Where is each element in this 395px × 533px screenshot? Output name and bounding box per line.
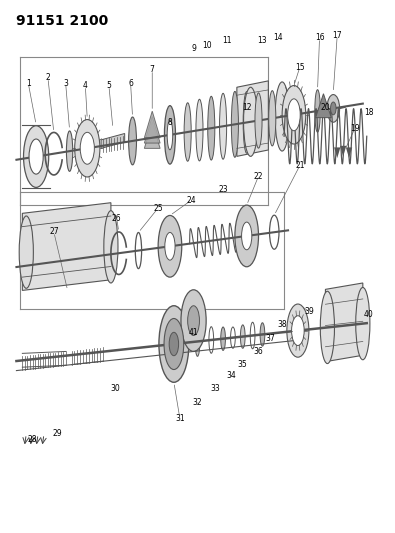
Text: 30: 30: [110, 384, 120, 393]
Polygon shape: [334, 148, 340, 158]
Ellipse shape: [181, 290, 206, 351]
Text: 91151 2100: 91151 2100: [17, 14, 109, 28]
Text: 29: 29: [53, 430, 62, 439]
Text: 9: 9: [191, 44, 196, 53]
Text: 32: 32: [193, 398, 202, 407]
Ellipse shape: [129, 117, 137, 165]
Ellipse shape: [269, 91, 276, 146]
Text: 26: 26: [112, 214, 122, 223]
Text: 4: 4: [83, 81, 88, 90]
Ellipse shape: [220, 93, 227, 159]
Text: 31: 31: [175, 414, 184, 423]
Polygon shape: [101, 133, 125, 148]
Ellipse shape: [275, 82, 289, 151]
Ellipse shape: [29, 139, 43, 174]
Text: 21: 21: [295, 161, 305, 170]
Ellipse shape: [19, 216, 33, 288]
Text: 18: 18: [364, 108, 373, 117]
Text: 11: 11: [222, 36, 232, 45]
Ellipse shape: [80, 132, 94, 164]
Ellipse shape: [235, 205, 258, 266]
Ellipse shape: [169, 332, 179, 356]
Ellipse shape: [320, 291, 335, 364]
Text: 1: 1: [26, 78, 31, 87]
Text: 28: 28: [27, 435, 37, 444]
Polygon shape: [144, 117, 160, 143]
Text: 6: 6: [128, 78, 133, 87]
Ellipse shape: [282, 85, 306, 144]
Text: 8: 8: [167, 118, 172, 127]
Text: 39: 39: [305, 307, 314, 316]
Ellipse shape: [66, 131, 73, 171]
Ellipse shape: [208, 96, 215, 160]
Text: 20: 20: [321, 102, 330, 111]
Ellipse shape: [196, 99, 203, 161]
Ellipse shape: [184, 103, 191, 161]
Ellipse shape: [165, 232, 175, 260]
Ellipse shape: [159, 306, 189, 382]
Text: 36: 36: [254, 347, 263, 356]
Ellipse shape: [356, 287, 370, 360]
Text: 35: 35: [238, 360, 248, 369]
Polygon shape: [23, 203, 111, 290]
Ellipse shape: [241, 325, 245, 348]
Text: 14: 14: [273, 34, 283, 43]
Ellipse shape: [292, 316, 304, 345]
Ellipse shape: [331, 102, 336, 115]
Ellipse shape: [288, 99, 300, 131]
Ellipse shape: [243, 92, 250, 154]
Text: 17: 17: [333, 31, 342, 40]
Ellipse shape: [327, 94, 340, 122]
Text: 33: 33: [210, 384, 220, 393]
Ellipse shape: [315, 90, 320, 132]
Ellipse shape: [158, 215, 182, 277]
Text: 23: 23: [218, 185, 228, 194]
Ellipse shape: [104, 211, 118, 283]
Ellipse shape: [164, 319, 184, 369]
Text: 24: 24: [187, 196, 196, 205]
Text: 22: 22: [254, 172, 263, 181]
Text: 27: 27: [49, 228, 58, 237]
Polygon shape: [316, 94, 331, 118]
Ellipse shape: [260, 323, 265, 346]
Polygon shape: [346, 148, 352, 158]
Ellipse shape: [287, 304, 309, 357]
Ellipse shape: [188, 306, 199, 335]
Ellipse shape: [244, 87, 258, 156]
Polygon shape: [237, 81, 268, 156]
Ellipse shape: [164, 106, 175, 164]
Ellipse shape: [221, 327, 226, 350]
Ellipse shape: [167, 120, 173, 150]
Text: 19: 19: [350, 124, 360, 133]
Text: 2: 2: [45, 73, 50, 82]
Text: 3: 3: [63, 78, 68, 87]
Text: 10: 10: [203, 42, 212, 51]
Polygon shape: [144, 111, 160, 138]
Ellipse shape: [255, 93, 262, 148]
Text: 40: 40: [364, 310, 374, 319]
Ellipse shape: [75, 119, 100, 177]
Text: 37: 37: [265, 334, 275, 343]
Ellipse shape: [24, 126, 49, 188]
Polygon shape: [340, 146, 346, 157]
Text: 38: 38: [277, 320, 287, 329]
Text: 13: 13: [258, 36, 267, 45]
Ellipse shape: [231, 91, 239, 157]
Text: 41: 41: [189, 328, 198, 337]
Text: 16: 16: [315, 34, 324, 43]
Text: 5: 5: [107, 81, 111, 90]
Ellipse shape: [242, 222, 252, 250]
Text: 25: 25: [153, 204, 163, 213]
Polygon shape: [325, 283, 363, 362]
Text: 34: 34: [226, 371, 236, 380]
Ellipse shape: [195, 327, 200, 357]
Text: 7: 7: [150, 66, 155, 74]
Text: 12: 12: [242, 102, 252, 111]
Polygon shape: [144, 122, 160, 148]
Text: 15: 15: [295, 63, 305, 71]
